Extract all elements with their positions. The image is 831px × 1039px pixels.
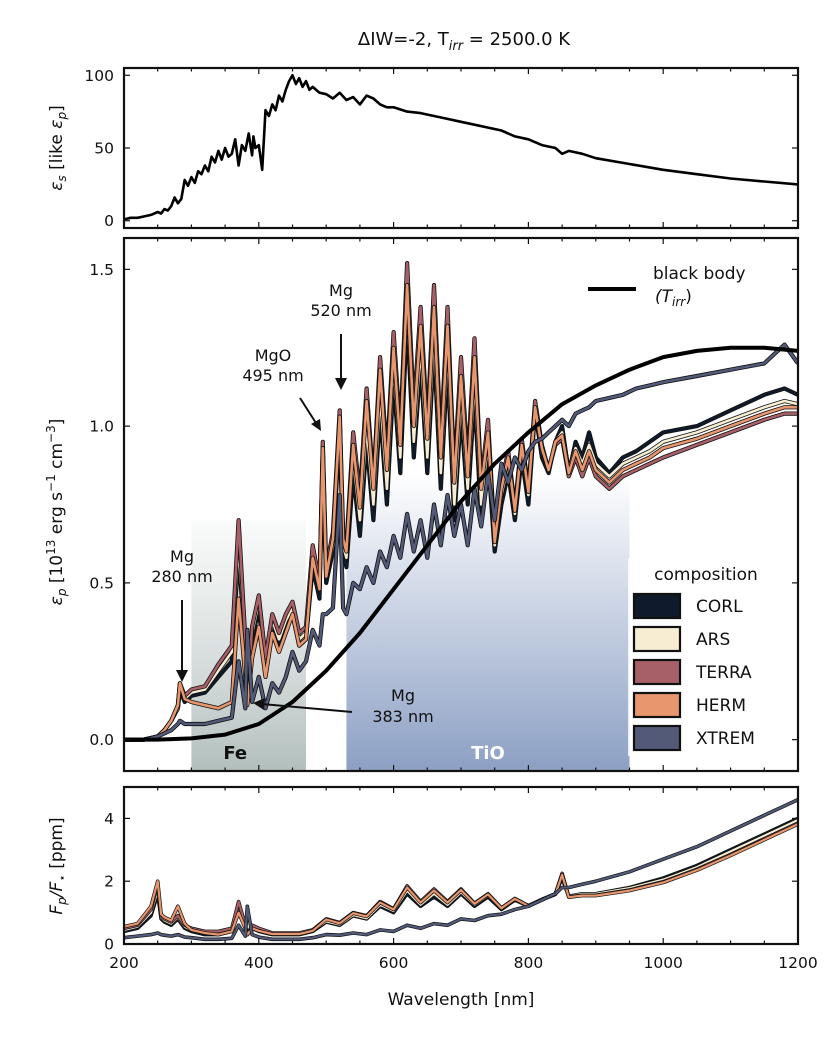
top-ytick-label: 50 xyxy=(94,140,114,158)
band-label-fe: Fe xyxy=(223,743,247,764)
bottom-axes-frame xyxy=(122,785,800,946)
legend-label-terra: TERRA xyxy=(695,663,752,683)
legend-swatch-corl xyxy=(632,592,682,620)
bottom-xtick-label: 200 xyxy=(109,954,139,972)
annotation-arrow-mg-383 xyxy=(261,703,353,713)
legend-label-corl: CORL xyxy=(696,597,743,617)
top-ylabel: εs [like εp] xyxy=(47,105,69,191)
composition-legend: composition CORL ARS TERRA HERM XTREM xyxy=(628,558,784,756)
bottom-xtick-label: 1000 xyxy=(643,954,682,972)
bottom-series-line-xtrem xyxy=(124,798,798,941)
bottom-xtick-label: 800 xyxy=(514,954,544,972)
composition-legend-title: composition xyxy=(654,565,758,585)
bottom-xtick-label: 1200 xyxy=(778,954,817,972)
legend-swatch-terra xyxy=(632,658,682,686)
annotation-mg-383-line1: Mg xyxy=(391,686,415,705)
annotation-arrowhead-mg-383 xyxy=(253,698,265,710)
bottom-xlabel: Wavelength [nm] xyxy=(388,990,535,1010)
top-ytick-label: 0 xyxy=(104,212,114,230)
figure-title: ΔIW=-2, Tirr = 2500.0 K xyxy=(358,29,571,54)
legend-label-herm: HERM xyxy=(696,696,746,716)
legend-swatch-herm xyxy=(632,691,682,719)
panel-middle: 0.0 0.5 1.0 1.5 Fe TiO Mg 280 nm MgO 495 nm… xyxy=(44,236,800,773)
annotation-mg-520-line2: 520 nm xyxy=(310,301,371,320)
series-line-epsilon-s xyxy=(124,74,798,221)
legend-swatch-ars xyxy=(632,625,682,653)
annotations: Mg 280 nm MgO 495 nm Mg 520 nm Mg 383 nm xyxy=(151,281,433,726)
annotation-mgo-495-line2: 495 nm xyxy=(242,366,303,385)
middle-ytick-label: 1.0 xyxy=(89,418,114,436)
series-line-xtrem xyxy=(124,343,798,741)
middle-axes-frame xyxy=(122,236,800,773)
legend-label-ars: ARS xyxy=(696,630,730,650)
annotation-mg-520-line1: Mg xyxy=(329,281,353,300)
middle-ytick-label: 0.0 xyxy=(89,731,114,749)
annotation-mg-280-line1: Mg xyxy=(170,547,194,566)
bottom-xtick-label: 600 xyxy=(379,954,409,972)
annotation-mgo-495-line1: MgO xyxy=(255,346,292,365)
bottom-ytick-label: 0 xyxy=(104,936,114,954)
annotation-mg-280-line2: 280 nm xyxy=(151,567,212,586)
bottom-series-line-herm xyxy=(124,823,798,936)
annotation-arrow-mgo-495 xyxy=(299,397,317,424)
annotation-mg-383-line2: 383 nm xyxy=(372,707,433,726)
middle-ytick-label: 1.5 xyxy=(89,261,114,279)
panel-top: 0 50 100 εs [like εp] xyxy=(47,66,800,230)
band-tio xyxy=(346,473,630,771)
legend-label-xtrem: XTREM xyxy=(696,729,755,749)
annotation-arrowhead-mg-520 xyxy=(335,378,347,390)
composition-legend-bg xyxy=(628,558,784,756)
band-label-tio: TiO xyxy=(471,743,505,764)
panel-bottom: 0 2 4 200 400 600 800 1000 1200 Fp/F⋆ [ppm] Wav… xyxy=(47,785,818,1010)
bottom-xtick-label: 400 xyxy=(244,954,274,972)
annotation-arrowhead-mg-280 xyxy=(176,670,188,682)
top-ytick-label: 100 xyxy=(84,67,114,85)
bottom-ytick-label: 4 xyxy=(104,810,114,828)
middle-ylabel: εp [1013 erg s−1 cm−3] xyxy=(44,419,69,606)
blackbody-legend: black body (Tirr) xyxy=(588,264,746,309)
annotation-arrowhead-mgo-495 xyxy=(311,419,321,431)
top-axes-frame xyxy=(122,66,800,230)
blackbody-legend-line1: black body xyxy=(653,264,746,284)
bottom-ytick-label: 2 xyxy=(104,873,114,891)
legend-swatch-xtrem xyxy=(632,724,682,752)
series-line-blackbody xyxy=(124,345,798,742)
blackbody-legend-line2: (Tirr) xyxy=(655,287,692,309)
middle-ytick-label: 0.5 xyxy=(89,574,114,592)
bottom-ylabel: Fp/F⋆ [ppm] xyxy=(47,817,69,914)
